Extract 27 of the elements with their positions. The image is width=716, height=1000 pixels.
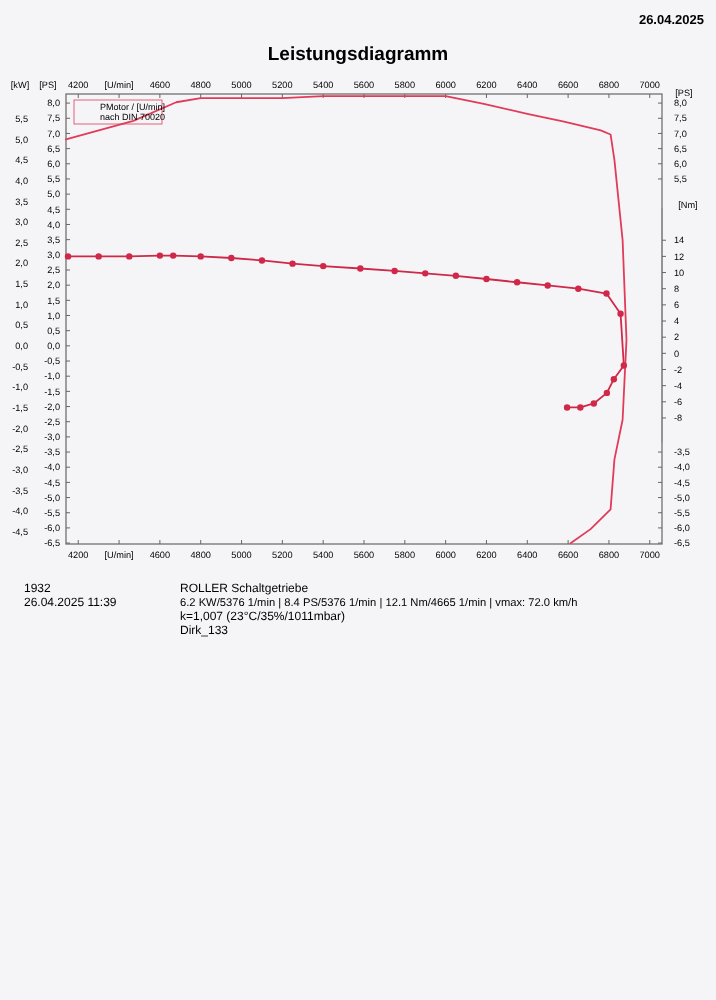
point: [620, 362, 628, 369]
point: [513, 279, 521, 286]
point: [544, 282, 551, 289]
point: [126, 253, 133, 260]
point: [391, 267, 398, 275]
point: [563, 404, 571, 411]
point: [169, 252, 177, 259]
point: [422, 270, 429, 277]
point: [617, 310, 624, 317]
point: [197, 253, 204, 260]
point: [156, 252, 164, 259]
point: [577, 404, 584, 411]
point: [603, 389, 611, 397]
point: [95, 253, 102, 260]
point: [575, 285, 582, 292]
point: [590, 400, 598, 407]
chart-title: Leistungsdiagramm: [267, 44, 449, 66]
point: [289, 260, 296, 267]
point: [319, 262, 327, 270]
point: [228, 254, 235, 262]
point: [603, 290, 610, 297]
point: [610, 375, 618, 383]
line-series: [65, 95, 628, 545]
point: [452, 272, 460, 279]
point: [258, 257, 266, 264]
point: [357, 265, 364, 272]
point: [483, 275, 490, 283]
